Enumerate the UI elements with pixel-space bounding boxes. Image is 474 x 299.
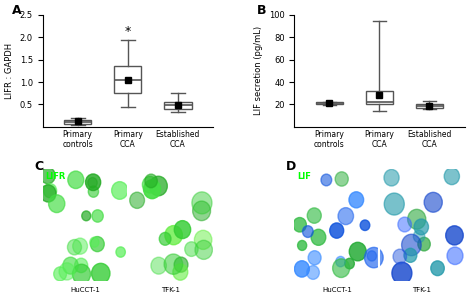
Circle shape xyxy=(116,247,125,257)
Circle shape xyxy=(401,234,421,256)
Circle shape xyxy=(59,263,75,280)
Circle shape xyxy=(92,210,103,222)
Circle shape xyxy=(68,171,84,189)
Circle shape xyxy=(365,247,383,268)
PathPatch shape xyxy=(416,104,443,108)
Circle shape xyxy=(142,176,158,193)
Text: HuCCT-1: HuCCT-1 xyxy=(322,287,352,293)
Circle shape xyxy=(85,174,100,190)
Circle shape xyxy=(174,257,188,272)
Circle shape xyxy=(398,217,411,232)
Circle shape xyxy=(308,251,321,265)
PathPatch shape xyxy=(366,91,393,104)
Circle shape xyxy=(90,237,99,247)
Circle shape xyxy=(444,168,459,185)
Circle shape xyxy=(345,258,355,269)
Circle shape xyxy=(144,180,161,199)
Circle shape xyxy=(145,182,160,199)
Text: A: A xyxy=(12,4,22,17)
Circle shape xyxy=(298,240,307,251)
Circle shape xyxy=(91,263,110,283)
Circle shape xyxy=(446,226,463,245)
Circle shape xyxy=(40,167,55,184)
Circle shape xyxy=(40,185,56,202)
Circle shape xyxy=(335,172,348,186)
Circle shape xyxy=(384,170,399,186)
Text: *: * xyxy=(125,25,131,38)
Circle shape xyxy=(67,239,82,255)
Circle shape xyxy=(321,174,332,186)
Circle shape xyxy=(195,240,212,260)
Text: TFK-1: TFK-1 xyxy=(161,287,180,293)
Circle shape xyxy=(44,184,57,198)
Text: C: C xyxy=(34,160,43,173)
Circle shape xyxy=(294,261,310,277)
Circle shape xyxy=(164,254,182,274)
Text: LIFR: LIFR xyxy=(45,172,65,181)
PathPatch shape xyxy=(316,102,343,104)
Circle shape xyxy=(88,178,97,188)
Circle shape xyxy=(393,249,407,264)
Circle shape xyxy=(424,192,442,212)
Circle shape xyxy=(74,258,88,273)
Circle shape xyxy=(307,208,321,223)
Text: LIF: LIF xyxy=(297,172,311,181)
Y-axis label: LIFR : GAPDH: LIFR : GAPDH xyxy=(5,43,14,99)
Text: HuCCT-1: HuCCT-1 xyxy=(70,287,100,293)
Circle shape xyxy=(349,242,366,261)
Circle shape xyxy=(418,237,430,251)
Circle shape xyxy=(173,264,188,280)
PathPatch shape xyxy=(64,120,91,123)
Circle shape xyxy=(130,192,145,208)
Circle shape xyxy=(311,229,326,245)
Circle shape xyxy=(194,230,212,249)
Circle shape xyxy=(149,176,167,196)
Text: TFK-1: TFK-1 xyxy=(412,287,431,293)
Circle shape xyxy=(192,192,212,214)
Text: D: D xyxy=(286,160,296,173)
Circle shape xyxy=(159,232,171,245)
Circle shape xyxy=(63,257,78,274)
Circle shape xyxy=(151,257,166,274)
Circle shape xyxy=(54,267,66,281)
Circle shape xyxy=(293,217,306,232)
Circle shape xyxy=(112,182,128,199)
Circle shape xyxy=(367,251,376,261)
Circle shape xyxy=(349,192,364,208)
PathPatch shape xyxy=(164,102,191,109)
Circle shape xyxy=(88,186,99,197)
Circle shape xyxy=(192,201,210,221)
Circle shape xyxy=(302,226,313,237)
Circle shape xyxy=(431,261,444,276)
Circle shape xyxy=(174,221,191,239)
Circle shape xyxy=(333,259,350,277)
Circle shape xyxy=(73,264,91,284)
Circle shape xyxy=(408,209,426,229)
Circle shape xyxy=(336,256,346,267)
Circle shape xyxy=(414,219,428,235)
Circle shape xyxy=(330,223,344,238)
PathPatch shape xyxy=(114,66,141,93)
Text: B: B xyxy=(257,4,266,17)
Circle shape xyxy=(73,238,88,254)
Circle shape xyxy=(447,247,463,265)
Circle shape xyxy=(48,195,65,213)
Circle shape xyxy=(338,208,354,225)
Circle shape xyxy=(82,211,91,221)
Circle shape xyxy=(185,242,198,257)
Circle shape xyxy=(392,262,412,284)
Circle shape xyxy=(404,248,417,262)
Circle shape xyxy=(384,193,404,215)
Circle shape xyxy=(165,225,182,245)
Y-axis label: LIF secretion (pg/mL): LIF secretion (pg/mL) xyxy=(255,26,264,115)
Circle shape xyxy=(91,237,104,252)
Circle shape xyxy=(413,230,425,242)
Circle shape xyxy=(307,266,319,279)
Circle shape xyxy=(145,174,157,188)
Circle shape xyxy=(360,220,370,231)
